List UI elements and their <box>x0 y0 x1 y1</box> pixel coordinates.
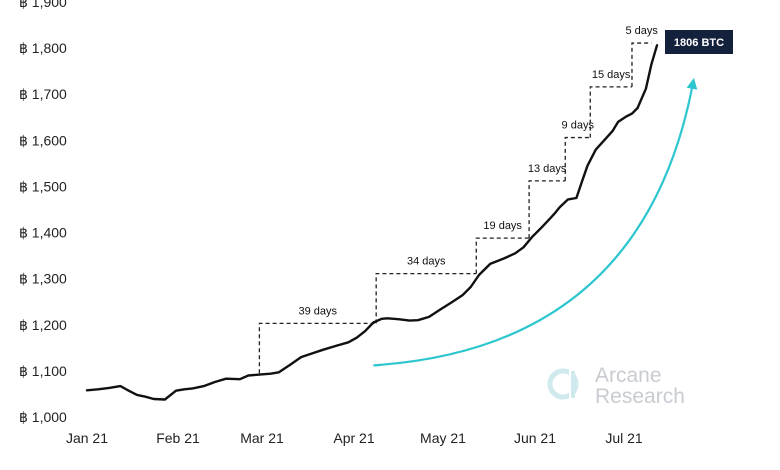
y-tick-label: ฿ 1,600 <box>19 132 67 148</box>
x-tick-label: Jul 21 <box>605 430 643 446</box>
interval-annotation: 15 days <box>589 69 632 138</box>
y-tick-label: ฿ 1,500 <box>19 178 67 194</box>
interval-step-line <box>564 136 591 181</box>
interval-step-line <box>475 237 530 274</box>
arcane-logo-bar <box>571 371 575 398</box>
interval-label: 5 days <box>625 25 658 37</box>
interval-label: 34 days <box>407 256 446 268</box>
interval-annotations: 39 days 34 days 19 days 13 days 9 days 15 day… <box>258 25 658 374</box>
interval-label: 19 days <box>483 220 522 232</box>
interval-annotation: 9 days <box>562 120 595 181</box>
y-tick-label: ฿ 1,900 <box>19 0 67 10</box>
interval-annotation: 34 days <box>375 256 477 324</box>
interval-label: 13 days <box>528 163 567 175</box>
interval-label: 39 days <box>299 305 338 317</box>
y-axis: ฿ 1,000 ฿ 1,100 ฿ 1,200 ฿ 1,300 ฿ 1,400 ฿ 1,5… <box>19 0 67 425</box>
value-callout: 1806 BTC <box>665 30 733 54</box>
y-tick-label: ฿ 1,000 <box>19 409 67 425</box>
y-tick-label: ฿ 1,700 <box>19 86 67 102</box>
y-tick-label: ฿ 1,800 <box>19 40 67 56</box>
y-tick-label: ฿ 1,400 <box>19 225 67 241</box>
interval-label: 15 days <box>592 69 631 81</box>
interval-step-line <box>631 42 652 87</box>
trend-arrow-curve <box>373 77 698 367</box>
series-line-btc-holdings <box>85 44 659 401</box>
trend-arrow <box>373 77 698 367</box>
watermark-line2: Research <box>595 385 685 408</box>
x-tick-label: Jun 21 <box>514 430 556 446</box>
interval-annotation: 5 days <box>625 25 658 87</box>
x-tick-label: Feb 21 <box>156 430 200 446</box>
interval-step-line <box>528 180 566 239</box>
watermark-line1: Arcane <box>595 364 662 387</box>
interval-annotation: 13 days <box>528 163 567 239</box>
interval-step-line <box>258 322 377 374</box>
x-tick-label: Apr 21 <box>333 430 374 446</box>
callout-label: 1806 BTC <box>674 37 724 49</box>
x-tick-label: Mar 21 <box>240 430 284 446</box>
interval-step-line <box>375 272 477 324</box>
interval-annotation: 19 days <box>475 220 530 274</box>
interval-label: 9 days <box>562 120 595 132</box>
arcane-logo-icon <box>547 368 579 400</box>
y-tick-label: ฿ 1,100 <box>19 363 67 379</box>
interval-annotation: 39 days <box>258 305 377 374</box>
x-axis: Jan 21 Feb 21 Mar 21 Apr 21 May 21 Jun 21 Jul … <box>66 430 643 446</box>
x-tick-label: Jan 21 <box>66 430 108 446</box>
series-layer <box>85 44 659 401</box>
y-tick-label: ฿ 1,200 <box>19 317 67 333</box>
y-tick-label: ฿ 1,300 <box>19 271 67 287</box>
interval-step-line <box>589 86 632 138</box>
callout-box <box>665 30 733 54</box>
x-tick-label: May 21 <box>420 430 466 446</box>
